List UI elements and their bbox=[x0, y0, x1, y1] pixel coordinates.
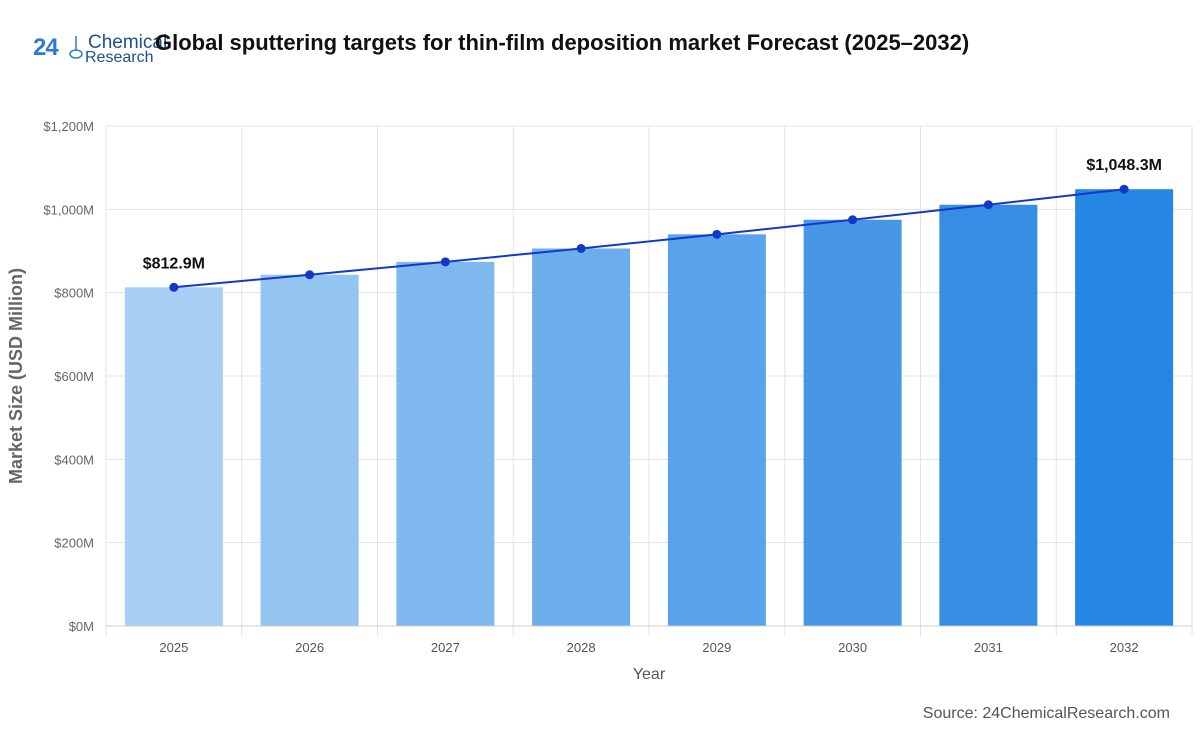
x-tick-label: 2030 bbox=[838, 640, 867, 655]
chart-title: Global sputtering targets for thin-film … bbox=[155, 30, 970, 55]
logo-word-research: Research bbox=[85, 49, 154, 66]
trend-line bbox=[173, 188, 1125, 289]
y-tick-label: $400M bbox=[54, 452, 94, 467]
data-label: $812.9M bbox=[143, 255, 205, 272]
bar bbox=[939, 204, 1038, 626]
x-tick-label: 2031 bbox=[974, 640, 1003, 655]
y-tick-label: $1,200M bbox=[43, 119, 94, 134]
bar bbox=[396, 261, 495, 626]
y-axis-title: Market Size (USD Million) bbox=[6, 268, 26, 484]
data-point bbox=[169, 282, 179, 292]
y-tick-label: $800M bbox=[54, 286, 94, 301]
brand-logo: 24 Chemical Research bbox=[33, 30, 173, 70]
logo-number: 24 bbox=[33, 34, 59, 61]
x-axis-title: Year bbox=[633, 666, 666, 683]
data-point bbox=[305, 270, 315, 280]
data-point bbox=[576, 244, 586, 253]
data-point bbox=[983, 200, 993, 210]
bar bbox=[803, 219, 902, 626]
data-label: $1,048.3M bbox=[1086, 157, 1162, 174]
y-tick-label: $600M bbox=[54, 369, 94, 384]
x-tick-label: 2025 bbox=[159, 640, 188, 655]
bar bbox=[260, 274, 359, 626]
data-point bbox=[440, 257, 450, 267]
y-tick-label: $200M bbox=[54, 536, 94, 551]
data-point bbox=[1119, 184, 1129, 194]
x-tick-label: 2026 bbox=[295, 640, 324, 655]
y-tick-label: $0M bbox=[69, 619, 94, 634]
x-tick-label: 2029 bbox=[702, 640, 731, 655]
bar bbox=[124, 287, 223, 626]
y-tick-label: $1,000M bbox=[43, 202, 94, 217]
bar bbox=[532, 248, 631, 626]
x-tick-label: 2028 bbox=[567, 640, 596, 655]
bar bbox=[667, 234, 766, 627]
source-credit: Source: 24ChemicalResearch.com bbox=[922, 705, 1170, 722]
data-point bbox=[712, 229, 722, 239]
x-tick-label: 2027 bbox=[431, 640, 460, 655]
x-tick-label: 2032 bbox=[1110, 640, 1139, 655]
logo-word-chemical: Chemical bbox=[88, 32, 168, 53]
flask-icon bbox=[69, 36, 83, 59]
bar bbox=[1075, 189, 1174, 627]
data-point bbox=[848, 215, 858, 225]
